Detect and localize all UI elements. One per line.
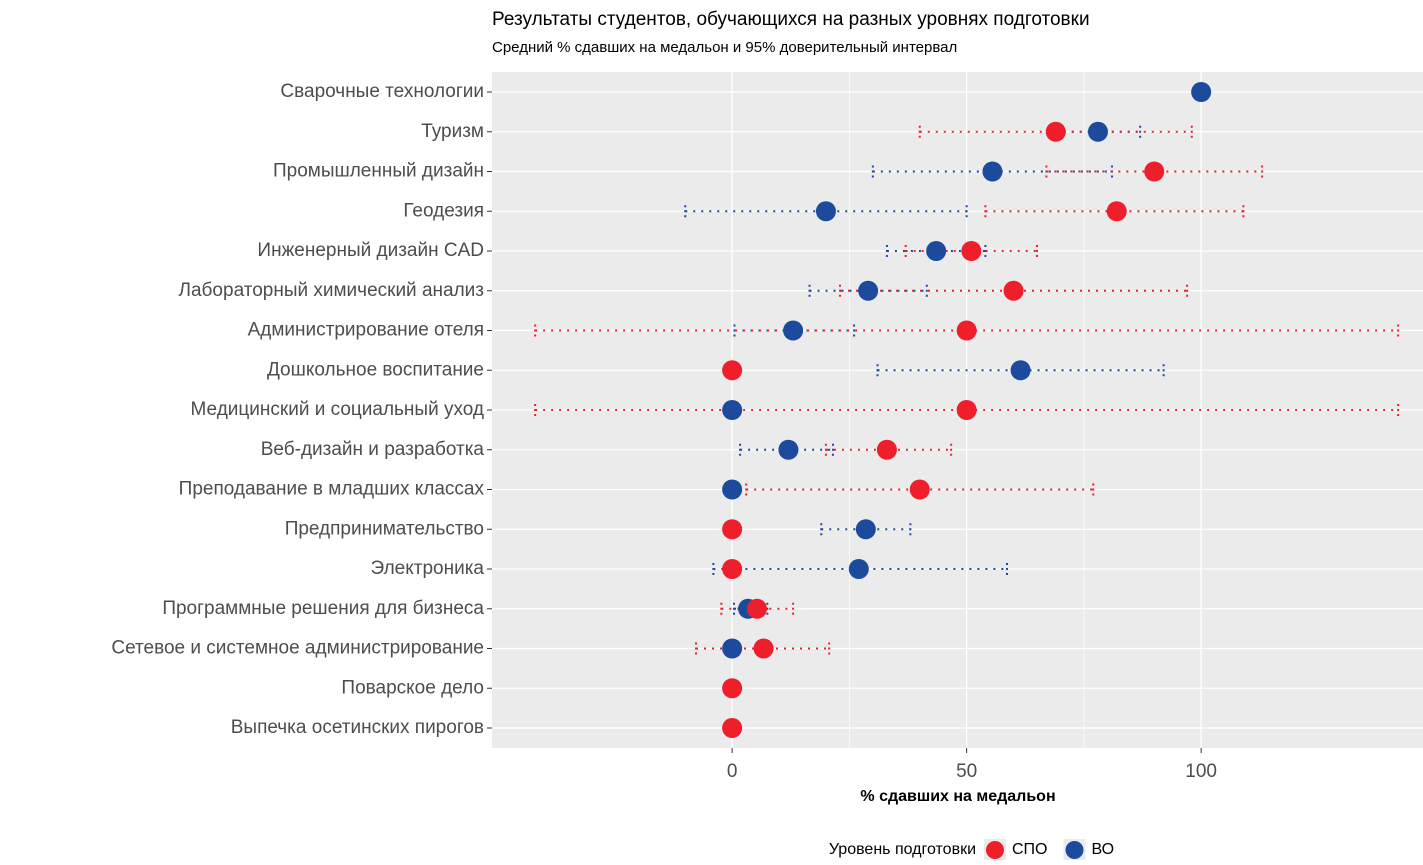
x-tick-label: 0 — [727, 761, 738, 782]
y-tick-label: Медицинский и социальный уход — [191, 399, 484, 420]
dot — [778, 439, 799, 460]
y-tick-label: Программные решения для бизнеса — [162, 598, 484, 619]
dot — [1010, 360, 1031, 381]
dot — [722, 678, 743, 699]
dot — [753, 638, 774, 659]
legend-label: ВО — [1092, 841, 1115, 858]
dot — [848, 559, 869, 579]
dot — [982, 161, 1003, 182]
dot — [956, 400, 977, 420]
dot — [722, 638, 743, 659]
dot — [722, 718, 743, 738]
dot — [858, 280, 879, 301]
y-tick-label: Инженерный дизайн CAD — [257, 240, 484, 261]
y-tick-label: Промышленный дизайн — [273, 161, 484, 182]
y-tick-label: Преподавание в младших классах — [179, 479, 485, 500]
y-tick-label: Сварочные технологии — [280, 81, 484, 102]
y-tick-label: Дошкольное воспитание — [267, 359, 484, 380]
y-tick-label: Веб-дизайн и разработка — [261, 439, 485, 460]
dot — [956, 320, 977, 341]
dot — [1087, 121, 1108, 142]
dot — [1045, 121, 1066, 142]
chart-subtitle: Средний % сдавших на медальон и 95% дове… — [492, 39, 957, 56]
dot — [783, 320, 804, 341]
dot — [961, 241, 982, 261]
y-tick-label: Туризм — [421, 121, 484, 142]
legend-title: Уровень подготовки — [829, 841, 976, 858]
chart-title: Результаты студентов, обучающихся на раз… — [492, 9, 1090, 30]
dot — [746, 598, 767, 619]
y-tick-label: Выпечка осетинских пирогов — [231, 717, 484, 738]
legend-dot — [1065, 841, 1084, 859]
dot — [1003, 280, 1024, 301]
dot — [1191, 82, 1212, 102]
y-tick-label: Сетевое и системное администрирование — [111, 638, 484, 659]
dot — [909, 479, 930, 500]
y-tick-label: Предпринимательство — [285, 518, 484, 539]
legend-label: СПО — [1012, 841, 1048, 858]
x-tick-label: 100 — [1185, 761, 1217, 782]
dot — [722, 400, 743, 420]
y-tick-label: Электроника — [371, 558, 485, 579]
y-tick-label: Геодезия — [403, 200, 484, 221]
dot — [722, 559, 743, 579]
dot — [815, 201, 836, 222]
dot — [722, 479, 743, 500]
y-tick-label: Администрирование отеля — [248, 320, 484, 341]
y-tick-label: Лабораторный химический анализ — [179, 280, 484, 301]
dot — [855, 519, 876, 540]
y-tick-label: Поварское дело — [341, 677, 484, 698]
x-tick-label: 50 — [956, 761, 977, 782]
dot — [876, 439, 897, 460]
dot — [1144, 161, 1165, 182]
x-axis-label: % сдавших на медальон — [860, 788, 1055, 805]
dot — [722, 519, 743, 540]
legend-dot — [986, 841, 1004, 859]
dot — [926, 241, 947, 261]
dot — [722, 360, 743, 381]
dot — [1106, 201, 1127, 222]
